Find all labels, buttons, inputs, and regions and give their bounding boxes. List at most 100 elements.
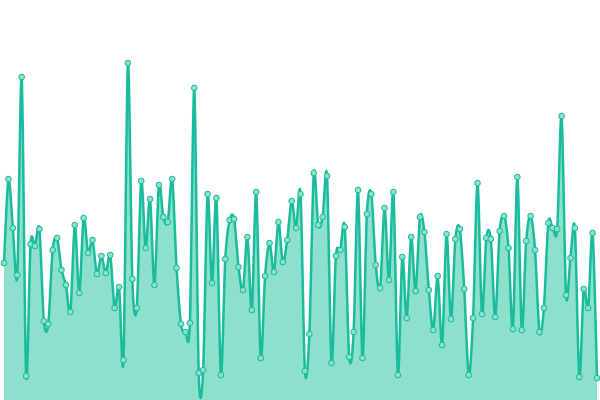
point <box>328 359 335 367</box>
point <box>244 233 251 241</box>
point <box>337 246 344 254</box>
point <box>173 264 180 272</box>
point <box>522 237 530 245</box>
point <box>102 269 110 277</box>
point <box>593 374 600 382</box>
point <box>407 233 415 241</box>
point <box>111 304 118 312</box>
point <box>230 215 238 223</box>
point <box>412 287 419 295</box>
point <box>22 372 30 380</box>
point <box>182 328 189 336</box>
point <box>447 315 455 323</box>
point <box>40 317 48 325</box>
point <box>106 251 114 259</box>
point <box>310 169 318 177</box>
point <box>137 177 145 185</box>
point <box>89 236 96 244</box>
point <box>575 373 583 381</box>
point <box>0 259 8 267</box>
point <box>589 229 596 237</box>
point <box>18 73 26 81</box>
point <box>376 284 384 292</box>
point <box>469 314 477 322</box>
point <box>403 314 411 322</box>
point <box>44 320 52 328</box>
point <box>438 341 446 349</box>
point <box>177 320 185 328</box>
point <box>84 249 92 257</box>
point <box>425 286 433 294</box>
point <box>75 289 83 297</box>
point <box>421 228 428 236</box>
point <box>306 330 313 338</box>
point <box>584 304 592 312</box>
point <box>429 326 437 334</box>
point <box>332 252 340 260</box>
point <box>345 353 353 361</box>
point <box>478 310 486 318</box>
point <box>319 213 326 221</box>
point <box>540 304 548 312</box>
point <box>261 272 269 280</box>
point <box>292 224 300 232</box>
point <box>571 224 579 232</box>
point <box>115 283 123 291</box>
point <box>190 84 198 92</box>
point <box>164 218 172 226</box>
point <box>31 242 39 250</box>
point <box>213 194 220 202</box>
point <box>133 304 141 312</box>
point <box>93 270 101 278</box>
point <box>53 234 61 242</box>
point <box>558 112 565 120</box>
point <box>221 255 229 263</box>
point <box>372 261 380 269</box>
point <box>195 369 203 377</box>
point <box>385 276 393 284</box>
point <box>199 366 207 374</box>
point <box>301 367 309 375</box>
point <box>536 328 543 336</box>
point <box>67 308 74 316</box>
point <box>496 227 503 235</box>
point <box>257 354 264 362</box>
point <box>129 275 136 283</box>
point <box>465 371 472 379</box>
point <box>62 281 70 289</box>
point <box>354 186 362 194</box>
point <box>509 325 517 333</box>
point <box>266 239 273 247</box>
point <box>13 271 21 279</box>
point <box>545 219 552 227</box>
point <box>491 313 499 321</box>
point <box>514 173 521 181</box>
point <box>359 354 366 362</box>
point <box>151 281 158 289</box>
point <box>49 246 56 254</box>
point <box>434 272 441 280</box>
point <box>275 218 282 226</box>
point <box>505 244 512 252</box>
point <box>248 306 256 314</box>
point <box>36 225 43 233</box>
point <box>120 356 127 364</box>
point <box>124 59 132 67</box>
point <box>288 197 295 205</box>
point <box>474 179 481 187</box>
point <box>146 195 154 203</box>
point <box>168 175 176 183</box>
point <box>553 225 561 233</box>
point <box>518 326 526 334</box>
point <box>186 319 194 327</box>
point <box>204 190 211 198</box>
point <box>5 175 12 183</box>
point <box>71 221 79 229</box>
point <box>9 224 17 232</box>
point <box>567 254 574 262</box>
point <box>217 371 225 379</box>
point <box>208 279 216 287</box>
point <box>155 181 163 189</box>
